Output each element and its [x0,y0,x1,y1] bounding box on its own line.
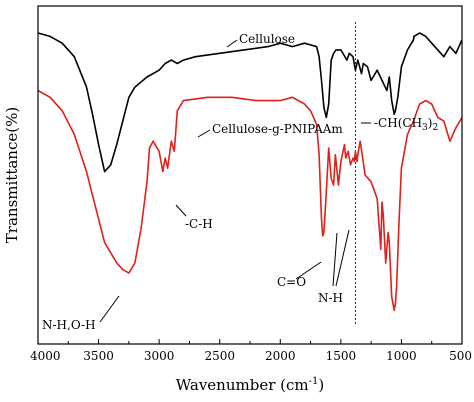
label-ch-iso-sub2: 2 [432,123,438,133]
series-line-cellulose-g-pnipaam [37,89,463,312]
label-nh-oh: N-H,O-H [42,318,96,332]
label-ch: -C-H [185,217,213,231]
label-ch-iso-sub: 3 [422,123,428,133]
plot-area [37,22,463,325]
label-ch-iso-main: -CH(CH [374,116,422,130]
arrow-nh-oh [99,295,120,323]
arrow-co [295,261,322,280]
x-tick-label: 2000 [265,349,296,363]
x-axis-title-main: Wavenumber (cm [176,376,309,394]
label-nh: N-H [318,291,343,305]
label-graft: Cellulose-g-PNIPAAm [212,122,343,136]
label-cellulose: Cellulose [239,32,295,46]
x-tick-label: 500 [449,349,472,363]
series-line-cellulose [37,32,463,173]
label-ch-iso: -CH(CH3)2 [374,116,438,133]
label-ch-iso-tail: ) [428,116,433,130]
label-co: C=O [277,275,306,289]
x-tick-label: 4000 [30,349,61,363]
x-tick-label: 2500 [204,349,235,363]
x-tick-label: 1500 [326,349,357,363]
x-axis-title: Wavenumber (cm-1) [176,376,324,394]
arrow-nh-2 [335,229,350,287]
arrow-graft [197,129,211,138]
x-tick-label: 3000 [144,349,175,363]
x-tick-label: 3500 [83,349,114,363]
y-axis-title: Transmittance(%) [3,107,21,243]
arrow-ch [175,204,187,217]
x-tick-label: 1000 [386,349,417,363]
arrow-cellulose [226,39,238,48]
plot-frame [37,5,463,345]
arrow-nh-1 [332,232,338,287]
x-axis-title-sup: -1 [309,376,319,387]
x-axis-title-tail: ) [318,376,324,394]
